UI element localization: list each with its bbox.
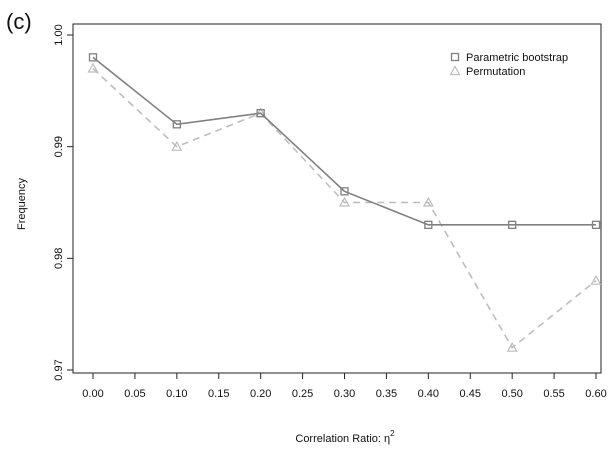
x-axis: 0.00 0.05 0.10 0.15 0.20 0.25 0.30 0.35 0.40 0.45… xyxy=(82,373,607,400)
x-tick-label: 0.40 xyxy=(418,388,439,400)
data-point-parametric-bootstrap xyxy=(591,220,601,229)
y-tick-label: 0.97 xyxy=(53,359,65,380)
legend-marker-permutation xyxy=(449,65,461,76)
x-tick-label: 0.35 xyxy=(376,388,397,400)
plot-frame xyxy=(72,23,602,374)
data-point-parametric-bootstrap xyxy=(172,120,181,129)
data-point-permutation xyxy=(171,140,183,151)
data-point-parametric-bootstrap xyxy=(88,53,98,62)
legend: Parametric bootstrap Permutation xyxy=(449,52,568,78)
data-point-permutation xyxy=(506,341,518,352)
x-tick-label: 0.30 xyxy=(334,388,355,400)
data-point-permutation xyxy=(422,196,434,207)
legend-label-permutation: Permutation xyxy=(466,66,525,78)
x-axis-label-superscript: 2 xyxy=(390,429,395,438)
y-axis-label: Frequency xyxy=(16,178,28,230)
x-tick-label: 0.15 xyxy=(208,388,229,400)
x-tick-label: 0.10 xyxy=(166,388,187,400)
x-axis-label-text: Correlation Ratio: η xyxy=(295,433,390,445)
data-point-permutation xyxy=(590,274,602,285)
x-axis-label: Correlation Ratio: η2 xyxy=(295,429,395,445)
x-tick-label: 0.25 xyxy=(292,388,313,400)
y-tick-label: 0.99 xyxy=(53,136,65,157)
series-line-parametric-bootstrap xyxy=(92,56,596,226)
x-tick-label: 0.55 xyxy=(543,388,564,400)
x-tick-label: 0.45 xyxy=(460,388,481,400)
data-point-parametric-bootstrap xyxy=(256,109,265,118)
data-point-parametric-bootstrap xyxy=(424,220,433,229)
data-point-parametric-bootstrap xyxy=(508,220,517,229)
panel-label: (c) xyxy=(6,9,32,34)
x-tick-label: 0.00 xyxy=(82,388,103,400)
data-point-permutation xyxy=(87,62,99,73)
y-tick-label: 0.98 xyxy=(53,248,65,269)
x-tick-label: 0.50 xyxy=(501,388,522,400)
x-tick-label: 0.05 xyxy=(124,388,145,400)
legend-label-parametric-bootstrap: Parametric bootstrap xyxy=(466,52,568,64)
x-tick-label: 0.60 xyxy=(585,388,606,400)
data-point-parametric-bootstrap xyxy=(340,187,349,196)
series-layer xyxy=(87,53,602,352)
data-point-permutation xyxy=(338,196,351,207)
series-line-permutation xyxy=(92,67,597,349)
legend-marker-parametric-bootstrap xyxy=(450,52,460,62)
y-axis: 0.97 0.98 0.99 1.00 xyxy=(53,24,73,381)
y-tick-label: 1.00 xyxy=(53,24,65,45)
x-tick-label: 0.20 xyxy=(250,388,271,400)
